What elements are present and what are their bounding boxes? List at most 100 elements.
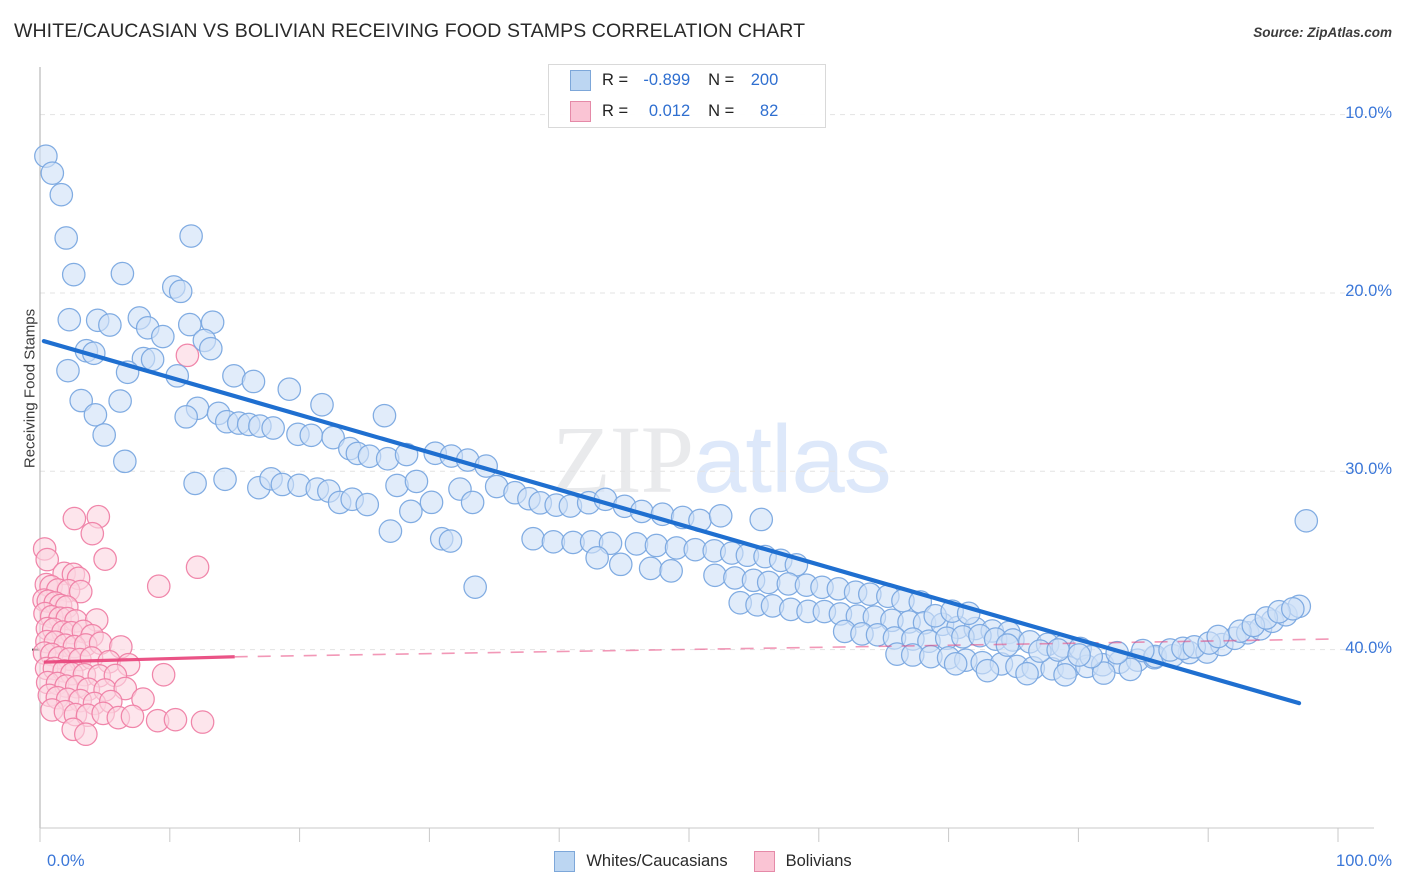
y-axis-tick-20: 20.0% (1345, 281, 1392, 300)
data-point (299, 423, 324, 448)
data-point (151, 662, 176, 687)
data-point (1046, 638, 1070, 662)
data-point (541, 529, 566, 554)
data-point (241, 369, 266, 394)
source-attribution: Source: ZipAtlas.com (1253, 25, 1392, 40)
data-point (1281, 596, 1305, 621)
x-axis-tick-min: 0.0% (47, 852, 85, 870)
data-point (174, 405, 199, 429)
data-point (98, 313, 122, 337)
data-point (57, 307, 82, 332)
series-points-bolivians (32, 343, 215, 747)
legend-swatch-bolivians (570, 101, 591, 122)
legend-swatch-whites (570, 70, 591, 91)
data-point (378, 519, 403, 543)
data-point (385, 473, 409, 498)
legend-r-label-whites: R = (602, 71, 629, 89)
data-point (175, 343, 200, 368)
data-point (110, 261, 135, 286)
data-point (703, 563, 727, 588)
series-label-bolivians: Bolivians (785, 852, 852, 870)
data-point (190, 710, 215, 734)
data-point (1067, 643, 1091, 667)
data-point (943, 651, 968, 676)
data-point (1118, 657, 1143, 682)
data-point (92, 423, 117, 447)
data-point (756, 570, 781, 595)
legend-r-label-bolivians: R = (602, 102, 629, 120)
data-point (749, 507, 774, 532)
legend-n-label-whites: N = (708, 71, 735, 89)
data-point (56, 358, 80, 383)
data-point (163, 707, 188, 732)
data-point (659, 559, 683, 583)
data-point (463, 575, 487, 599)
data-point (83, 402, 108, 427)
data-point (61, 262, 86, 287)
data-point (69, 388, 94, 413)
legend-row-bolivians: R = 0.012 N = 82 (549, 96, 825, 127)
data-point (140, 347, 165, 372)
trendline-bolivians (43, 655, 235, 664)
data-point (1091, 661, 1116, 685)
series-legend-item-bolivians[interactable]: Bolivians (753, 851, 852, 872)
data-point (708, 503, 733, 528)
data-point (608, 552, 633, 577)
series-points-whites (34, 144, 1319, 687)
data-point (213, 467, 237, 492)
data-point (179, 224, 203, 248)
data-point (49, 182, 74, 207)
series-legend-item-whites[interactable]: Whites/Caucasians (554, 851, 728, 872)
data-point (975, 658, 1000, 683)
data-point (120, 704, 145, 729)
data-point (399, 499, 423, 524)
y-axis-tick-40: 40.0% (1345, 638, 1392, 657)
data-point (108, 389, 132, 413)
data-point (113, 449, 137, 474)
legend-n-label-bolivians: N = (708, 102, 735, 120)
data-point (151, 324, 175, 349)
data-point (638, 556, 663, 581)
series-legend: Whites/Caucasians Bolivians (0, 851, 1406, 872)
data-point (460, 490, 485, 515)
data-point (310, 392, 334, 417)
data-point (68, 579, 93, 604)
data-point (1294, 508, 1319, 533)
data-point (222, 363, 246, 388)
data-point (404, 469, 429, 494)
data-point (521, 526, 545, 551)
legend-n-value-bolivians: 82 (759, 102, 779, 120)
data-point (438, 529, 463, 553)
legend-n-value-whites: 200 (750, 71, 779, 89)
data-point (62, 506, 87, 531)
data-point (198, 336, 223, 361)
data-point (35, 547, 60, 572)
data-point (1015, 661, 1039, 686)
data-point (598, 531, 623, 556)
data-point (168, 279, 193, 304)
y-axis-tick-10: 10.0% (1345, 103, 1392, 122)
page-title: WHITE/CAUCASIAN VS BOLIVIAN RECEIVING FO… (14, 20, 806, 42)
x-axis-tick-max: 100.0% (1336, 852, 1392, 870)
data-point (183, 471, 207, 496)
data-point (261, 416, 285, 440)
statistics-legend: R = -0.899 N = 200 R = 0.012 N = 82 (548, 64, 826, 128)
data-point (93, 547, 117, 571)
data-point (185, 555, 210, 580)
data-point (644, 533, 669, 558)
data-point (277, 377, 302, 402)
data-point (1206, 624, 1231, 649)
legend-r-value-whites: -0.899 (643, 71, 691, 89)
data-point (372, 403, 397, 428)
data-point (131, 687, 155, 711)
trendline-whites (41, 338, 1302, 706)
data-point (74, 722, 98, 747)
legend-r-value-bolivians: 0.012 (648, 102, 691, 120)
data-point (624, 532, 649, 556)
data-point (419, 490, 444, 515)
data-point (40, 161, 65, 185)
data-point (80, 521, 105, 546)
series-swatch-bolivians (753, 851, 775, 872)
